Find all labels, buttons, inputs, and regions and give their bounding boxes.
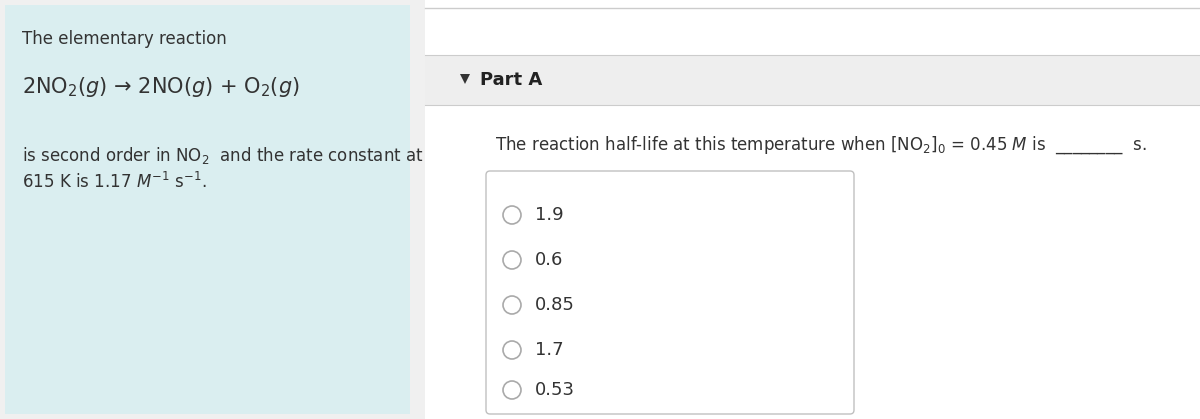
Text: The reaction half-life at this temperature when $\left[\mathrm{NO_2}\right]_0$ =: The reaction half-life at this temperatu…: [496, 134, 1147, 156]
Text: Part A: Part A: [480, 71, 542, 89]
Text: 1.7: 1.7: [535, 341, 564, 359]
Text: 0.6: 0.6: [535, 251, 563, 269]
Polygon shape: [460, 74, 470, 84]
Ellipse shape: [503, 341, 521, 359]
Ellipse shape: [503, 381, 521, 399]
Ellipse shape: [503, 206, 521, 224]
Text: 615 K is 1.17 $M^{-1}$ s$^{-1}$.: 615 K is 1.17 $M^{-1}$ s$^{-1}$.: [22, 172, 206, 192]
FancyBboxPatch shape: [5, 5, 410, 414]
Text: is second order in NO$_2$  and the rate constant at: is second order in NO$_2$ and the rate c…: [22, 145, 424, 166]
Text: 0.85: 0.85: [535, 296, 575, 314]
Ellipse shape: [503, 296, 521, 314]
Text: 0.53: 0.53: [535, 381, 575, 399]
FancyBboxPatch shape: [425, 0, 1200, 419]
Text: The elementary reaction: The elementary reaction: [22, 30, 227, 48]
FancyBboxPatch shape: [425, 55, 1200, 105]
Text: 2NO$_2$($g$) → 2NO($g$) + O$_2$($g$): 2NO$_2$($g$) → 2NO($g$) + O$_2$($g$): [22, 75, 300, 99]
Ellipse shape: [503, 251, 521, 269]
FancyBboxPatch shape: [486, 171, 854, 414]
Text: 1.9: 1.9: [535, 206, 564, 224]
